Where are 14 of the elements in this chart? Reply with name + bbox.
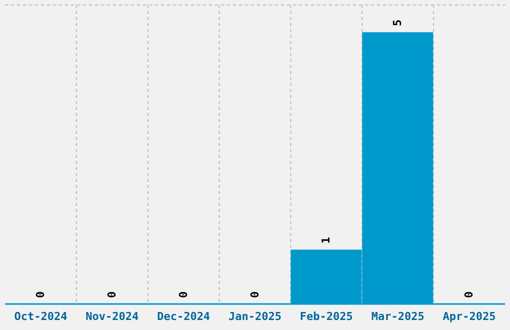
x-tick-label: Oct-2024 — [14, 310, 68, 323]
data-label: 0 — [462, 291, 476, 298]
data-label: 0 — [105, 291, 118, 298]
data-label: 0 — [248, 291, 262, 298]
data-label: 1 — [320, 236, 333, 244]
x-tick-label: Feb-2025 — [300, 310, 353, 323]
x-tick-label: Nov-2024 — [86, 310, 140, 323]
x-tick-label: Apr-2025 — [442, 310, 496, 323]
data-label: 0 — [176, 291, 190, 298]
data-label: 5 — [391, 20, 404, 26]
x-tick-label: Mar-2025 — [371, 310, 424, 323]
data-label: 0 — [34, 291, 47, 298]
x-tick-label: Jan-2025 — [228, 310, 282, 323]
x-tick-label: Dec-2024 — [157, 310, 210, 323]
